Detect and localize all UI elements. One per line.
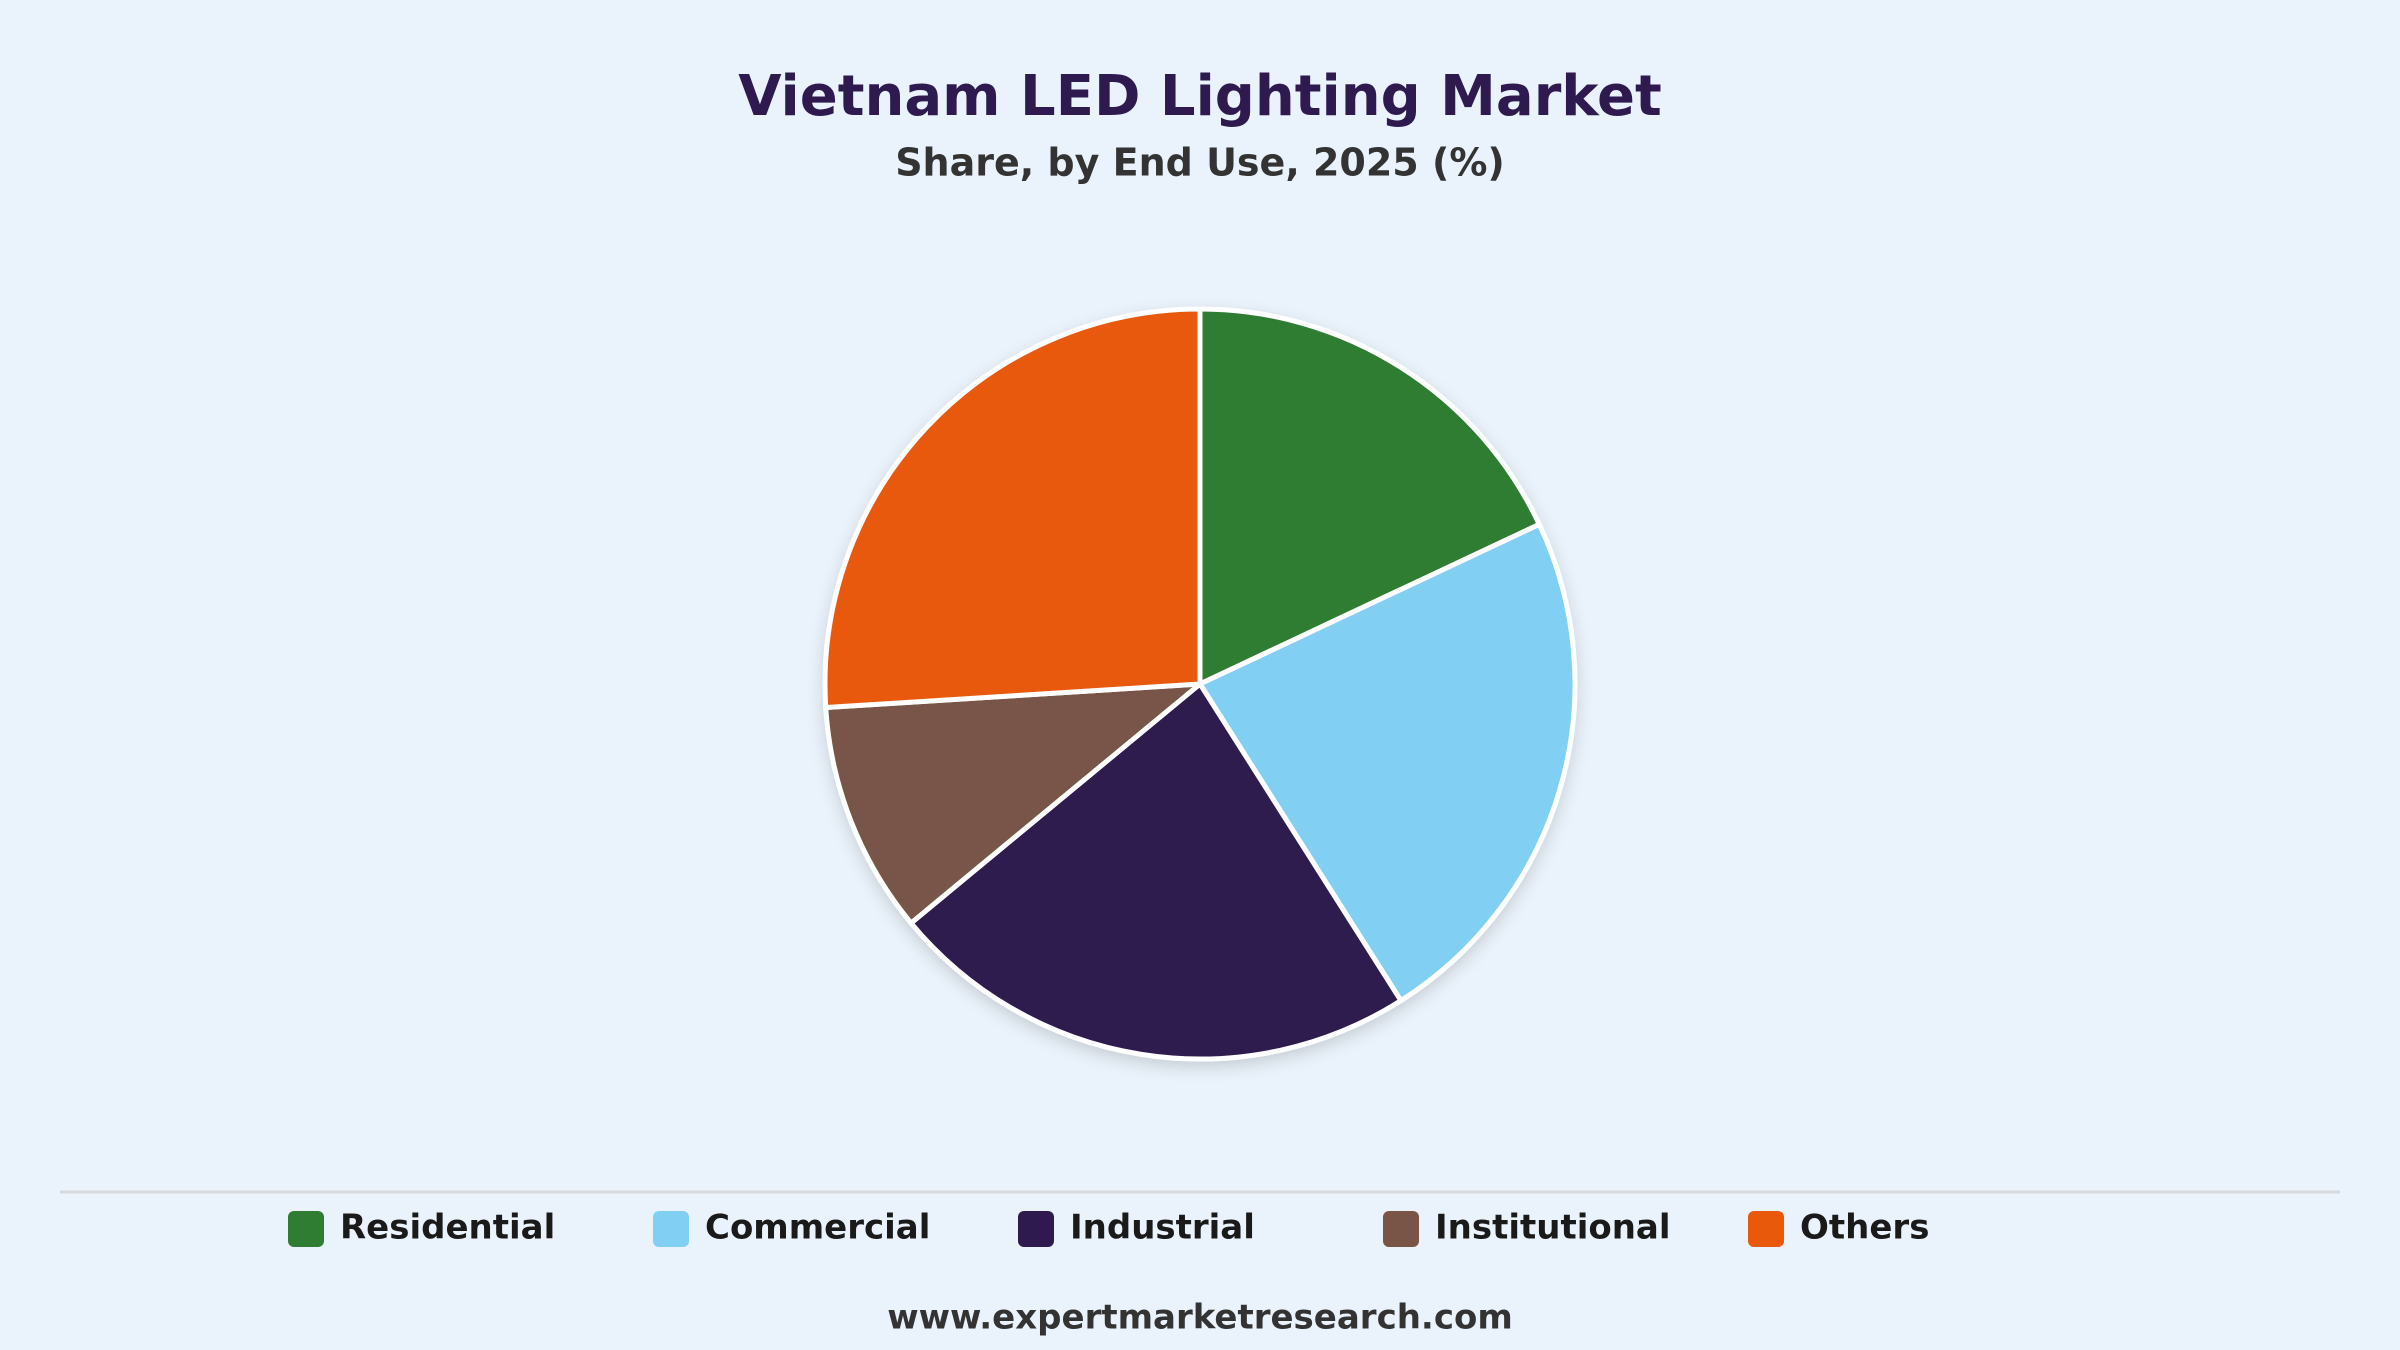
pie-slice: [822, 306, 1203, 711]
pie-slice: [1197, 306, 1542, 687]
pie-slice: [823, 681, 1203, 926]
legend-label: Residential: [340, 1208, 555, 1248]
legend-label: Institutional: [1435, 1208, 1671, 1248]
chart-subtitle: Share, by End Use, 2025 (%): [895, 141, 1505, 185]
legend-swatch: [653, 1211, 689, 1247]
legend-swatch: [1383, 1211, 1419, 1247]
pie-slice: [908, 681, 1404, 1062]
legend-label: Others: [1800, 1208, 1929, 1248]
legend-swatch: [1018, 1211, 1054, 1247]
source: www.expertmarketresearch.com: [887, 1298, 1513, 1338]
legend: Residential Commercial Industrial Instituti…: [288, 1208, 1929, 1248]
pie-slice: [1197, 521, 1578, 1004]
legend-swatch: [288, 1211, 324, 1247]
chart-title: Vietnam LED Lighting Market: [738, 64, 1662, 129]
legend-label: Commercial: [705, 1208, 930, 1248]
pie: [822, 306, 1578, 1062]
legend-label: Industrial: [1070, 1208, 1255, 1248]
legend-swatch: [1748, 1211, 1784, 1247]
